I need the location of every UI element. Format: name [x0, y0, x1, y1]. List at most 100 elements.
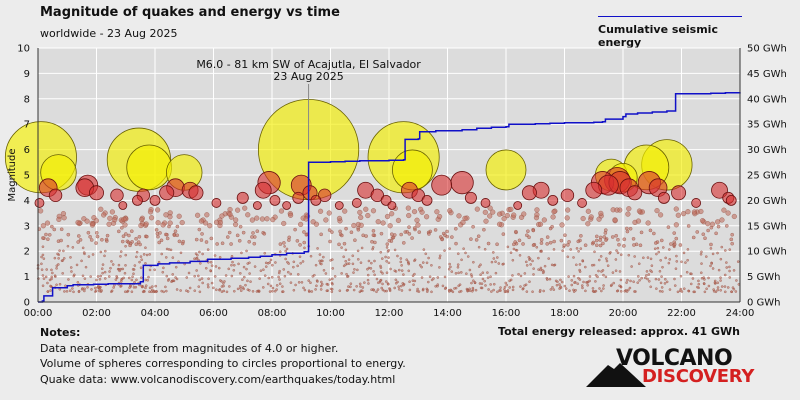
small-quake-dot: [598, 210, 604, 216]
x-tick-label: 18:00: [550, 308, 579, 319]
small-quake-dot: [477, 265, 481, 268]
small-quake-dot: [511, 285, 515, 289]
small-quake-dot: [511, 288, 515, 292]
small-quake-dot: [405, 205, 411, 211]
small-quake-dot: [241, 278, 244, 281]
small-quake-dot: [576, 282, 579, 285]
small-quake-dot: [528, 280, 531, 283]
small-quake-dot: [453, 287, 456, 290]
small-quake-dot: [303, 246, 306, 250]
small-quake-dot: [728, 269, 731, 273]
small-quake-dot: [617, 242, 621, 247]
small-quake-dot: [227, 207, 233, 213]
small-quake-dot: [562, 245, 565, 249]
small-quake-dot: [342, 208, 348, 214]
small-quake-dot: [287, 262, 290, 265]
small-quake-dot: [578, 268, 581, 272]
small-quake-dot: [251, 231, 255, 235]
small-quake-dot: [659, 281, 663, 285]
small-quake-dot: [595, 243, 599, 248]
y2-tick-label: 45 GWh: [747, 69, 787, 80]
small-quake-dot: [700, 250, 703, 254]
small-quake-dot: [506, 245, 510, 249]
small-quake-dot: [707, 284, 711, 288]
small-quake-dot: [161, 270, 165, 274]
small-quake-dot: [426, 288, 429, 292]
small-quake-dot: [715, 219, 721, 225]
small-quake-dot: [338, 289, 342, 292]
small-quake-dot: [412, 283, 415, 286]
small-quake-dot: [532, 273, 535, 276]
small-quake-dot: [633, 255, 636, 258]
small-quake-dot: [316, 247, 319, 250]
small-quake-dot: [397, 288, 401, 291]
small-quake-dot: [410, 236, 414, 240]
small-quake-dot: [209, 236, 214, 241]
small-quake-dot: [198, 250, 201, 254]
x-tick-label: 02:00: [82, 308, 111, 319]
small-quake-dot: [653, 247, 657, 251]
small-quake-dot: [731, 286, 735, 289]
small-quake-dot: [222, 282, 225, 285]
small-quake-dot: [685, 209, 691, 215]
small-quake-dot: [304, 233, 309, 237]
small-quake-dot: [144, 246, 147, 249]
small-quake-dot: [645, 220, 651, 226]
small-quake-dot: [200, 277, 204, 280]
quake-bubble: [485, 149, 527, 191]
small-quake-dot: [489, 275, 492, 279]
small-quake-dot: [406, 212, 412, 219]
small-quake-dot: [411, 209, 418, 215]
small-quake-dot: [654, 208, 660, 214]
small-quake-dot: [330, 290, 334, 294]
small-quake-dot: [490, 260, 494, 264]
small-quake-dot: [373, 259, 376, 263]
small-quake-dot: [253, 265, 257, 268]
small-quake-dot: [381, 257, 384, 260]
small-quake-dot: [421, 287, 425, 291]
quake-bubble: [691, 198, 702, 208]
small-quake-dot: [427, 256, 430, 260]
small-quake-dot: [124, 253, 127, 257]
small-quake-dot: [579, 234, 583, 238]
small-quake-dot: [580, 216, 586, 222]
small-quake-dot: [132, 272, 135, 276]
small-quake-dot: [153, 268, 156, 272]
small-quake-dot: [532, 267, 535, 270]
small-quake-dot: [347, 285, 350, 288]
small-quake-dot: [389, 211, 395, 217]
small-quake-dot: [691, 209, 698, 215]
small-quake-dot: [424, 214, 430, 220]
small-quake-dot: [525, 260, 528, 264]
small-quake-dot: [728, 276, 731, 279]
small-quake-dot: [155, 220, 161, 226]
small-quake-dot: [152, 289, 156, 293]
small-quake-dot: [59, 227, 64, 232]
small-quake-dot: [567, 240, 571, 244]
small-quake-dot: [663, 282, 667, 285]
small-quake-dot: [703, 236, 707, 240]
small-quake-dot: [430, 290, 433, 294]
small-quake-dot: [658, 289, 662, 293]
small-quake-dot: [187, 271, 191, 275]
note-line: Volume of spheres corresponding to circl…: [40, 357, 406, 370]
small-quake-dot: [127, 233, 131, 238]
small-quake-dot: [135, 250, 139, 254]
small-quake-dot: [108, 275, 111, 278]
quake-bubble: [627, 185, 643, 201]
small-quake-dot: [471, 286, 475, 290]
small-quake-dot: [700, 271, 703, 275]
small-quake-dot: [644, 276, 647, 280]
small-quake-dot: [145, 234, 149, 239]
small-quake-dot: [385, 246, 389, 249]
small-quake-dot: [275, 288, 278, 291]
small-quake-dot: [477, 245, 481, 249]
small-quake-dot: [575, 247, 579, 250]
small-quake-dot: [539, 241, 544, 245]
small-quake-dot: [568, 289, 571, 292]
small-quake-dot: [281, 290, 285, 293]
small-quake-dot: [198, 290, 202, 294]
small-quake-dot: [95, 231, 99, 235]
small-quake-dot: [262, 232, 267, 236]
small-quake-dot: [106, 221, 112, 227]
